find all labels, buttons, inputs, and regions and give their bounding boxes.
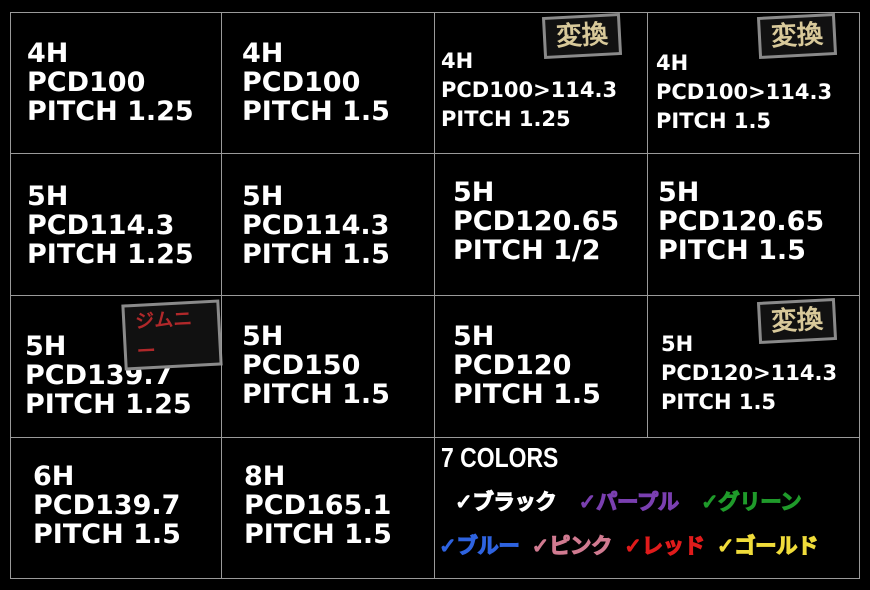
hole-count: 5H [453, 321, 495, 352]
pitch: PITCH 1/2 [453, 235, 601, 267]
pcd: PCD139.7 [33, 490, 181, 522]
pitch: PITCH 1.5 [658, 235, 806, 267]
pcd: PCD100>114.3 [441, 77, 618, 102]
spec-cell-8h-pcd165-1-p15: 8H PCD165.1 PITCH 1.5 [221, 437, 435, 579]
spec-cell-4h-pcd100-114-p15: 4H PCD100>114.3 PITCH 1.5 変換 [647, 12, 860, 154]
hole-count: 5H [242, 321, 284, 352]
pitch: PITCH 1.5 [453, 379, 601, 411]
hole-count: 4H [656, 51, 689, 75]
pitch: PITCH 1.25 [27, 96, 194, 128]
spec-cell-5h-pcd120-65-p12: 5H PCD120.65 PITCH 1/2 [434, 153, 648, 296]
pitch: PITCH 1.25 [441, 106, 571, 131]
spec-cell-6h-pcd139-7-p15: 6H PCD139.7 PITCH 1.5 [10, 437, 222, 579]
conversion-badge: 変換 [756, 12, 838, 60]
spec-cell-5h-pcd114-p15: 5H PCD114.3 PITCH 1.5 [221, 153, 435, 296]
spec-cell-5h-pcd120-65-p15: 5H PCD120.65 PITCH 1.5 [647, 153, 860, 296]
pitch: PITCH 1.25 [25, 389, 192, 421]
hole-count: 8H [244, 461, 286, 492]
spec-cell-5h-pcd120-114-p15: 5H PCD120>114.3 PITCH 1.5 変換 [647, 295, 860, 438]
color-option-pink: ✓ピンク [531, 533, 613, 558]
hole-count: 5H [25, 331, 67, 362]
pcd: PCD100 [242, 67, 361, 99]
spec-cell-4h-pcd100-114-p125: 4H PCD100>114.3 PITCH 1.25 変換 [434, 12, 648, 154]
pcd: PCD120.65 [658, 206, 825, 238]
spec-cell-4h-pcd100-p15: 4H PCD100 PITCH 1.5 [221, 12, 435, 154]
pcd: PCD120>114.3 [661, 360, 838, 385]
pcd: PCD165.1 [244, 490, 392, 522]
colors-panel: 7 COLORS ✓ブラック ✓パープル ✓グリーン ✓ブルー ✓ピンク ✓レッ… [434, 437, 860, 579]
color-option-red: ✓レッド [624, 533, 706, 558]
spec-cell-4h-pcd100-p125: 4H PCD100 PITCH 1.25 [10, 12, 222, 154]
pitch: PITCH 1.5 [242, 239, 390, 271]
hole-count: 5H [658, 177, 700, 208]
color-row-2: ✓ブルー ✓ピンク ✓レッド ✓ゴールド [438, 532, 855, 560]
pitch: PITCH 1.25 [27, 239, 194, 271]
pitch: PITCH 1.5 [242, 96, 390, 128]
spec-cell-5h-pcd139-7-p125: 5H PCD139.7 PITCH 1.25 ジムニー [10, 295, 223, 438]
color-option-purple: ✓パープル [578, 489, 680, 514]
color-option-blue: ✓ブルー [438, 533, 520, 558]
color-option-black: ✓ブラック [454, 489, 557, 514]
conversion-badge: 変換 [756, 297, 838, 345]
hole-count: 5H [27, 181, 69, 212]
pcd: PCD114.3 [27, 210, 175, 242]
conversion-badge: 変換 [541, 12, 623, 60]
pcd: PCD100 [27, 67, 146, 99]
hole-count: 5H [661, 332, 694, 356]
colors-title: 7 COLORS [441, 442, 559, 473]
pcd: PCD120.65 [453, 206, 620, 238]
color-option-gold: ✓ゴールド [716, 533, 819, 558]
pcd: PCD100>114.3 [656, 79, 833, 104]
hole-count: 4H [27, 38, 69, 69]
spec-cell-5h-pcd120-p15: 5H PCD120 PITCH 1.5 [434, 295, 648, 438]
pitch: PITCH 1.5 [661, 389, 777, 414]
pitch: PITCH 1.5 [242, 379, 390, 411]
pitch: PITCH 1.5 [33, 519, 181, 551]
pitch: PITCH 1.5 [244, 519, 392, 551]
pcd: PCD150 [242, 350, 361, 382]
jimny-badge: ジムニー [121, 299, 223, 371]
hole-count: 4H [242, 38, 284, 69]
hole-count: 5H [242, 181, 284, 212]
pcd: PCD114.3 [242, 210, 390, 242]
spec-cell-5h-pcd114-p125: 5H PCD114.3 PITCH 1.25 [10, 153, 222, 296]
hole-count: 5H [453, 177, 495, 208]
hole-count: 6H [33, 461, 75, 492]
color-row-1: ✓ブラック ✓パープル ✓グリーン [439, 488, 855, 516]
spec-cell-5h-pcd150-p15: 5H PCD150 PITCH 1.5 [221, 295, 435, 438]
color-option-green: ✓グリーン [700, 489, 802, 514]
pitch: PITCH 1.5 [656, 108, 772, 133]
pcd: PCD120 [453, 350, 572, 382]
hole-count: 4H [441, 49, 474, 73]
